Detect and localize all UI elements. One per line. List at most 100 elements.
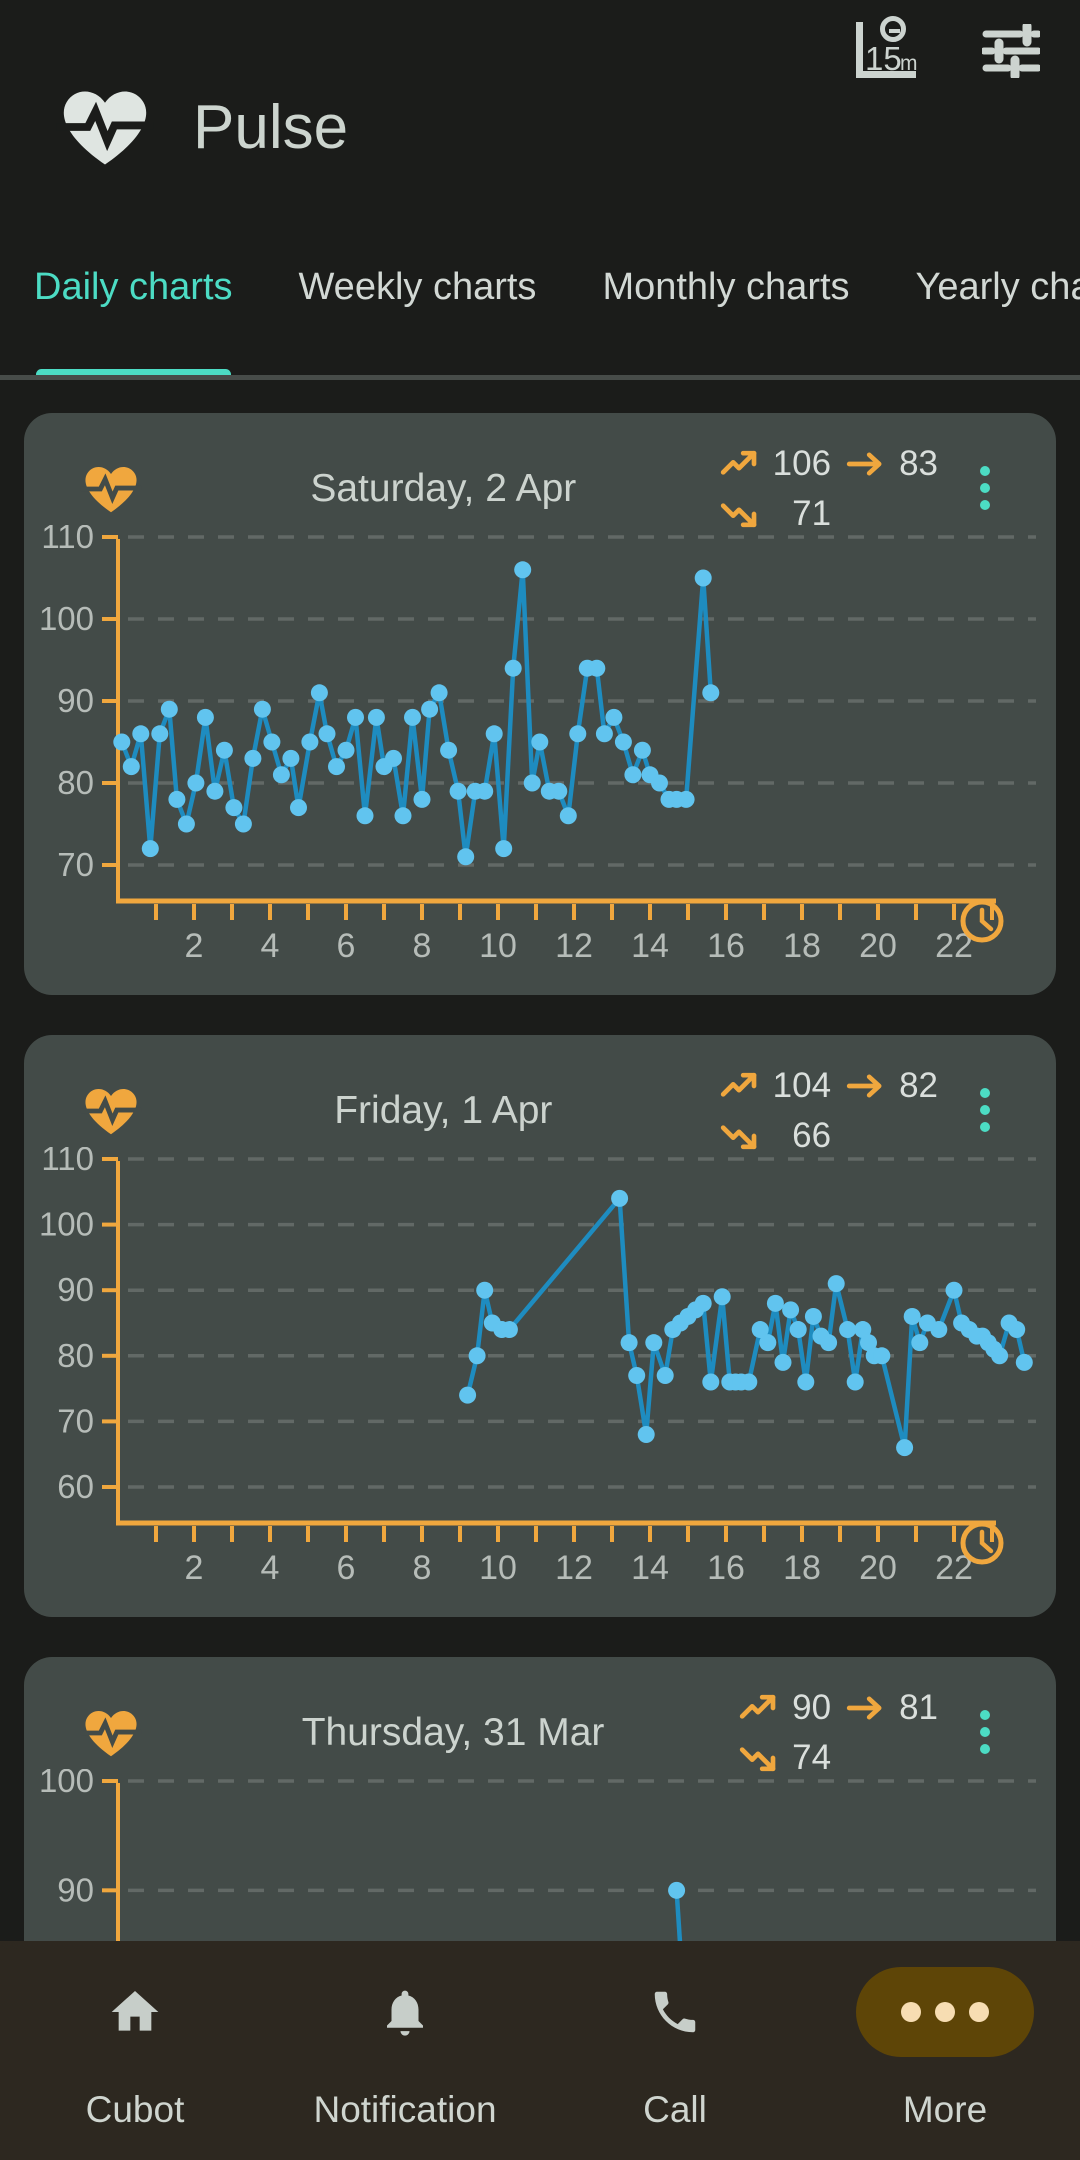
avg-pulse-value: 81: [899, 1688, 938, 1727]
svg-text:6: 6: [337, 1549, 356, 1587]
nav-item-call[interactable]: Call: [540, 1941, 810, 2160]
card-menu-button[interactable]: [972, 460, 998, 519]
chart-date-title: Saturday, 2 Apr: [310, 467, 577, 510]
home-icon: [111, 1991, 159, 2031]
tab-yearly-charts[interactable]: Yearly charts: [916, 250, 1080, 375]
svg-text:12: 12: [555, 1549, 593, 1587]
arrow-right-icon: [846, 452, 882, 476]
heart-pulse-icon: [80, 1705, 142, 1761]
app-title: Pulse: [193, 92, 349, 162]
svg-text:4: 4: [261, 927, 280, 965]
nav-item-cubot[interactable]: Cubot: [0, 1941, 270, 2160]
day-chart-card: Friday, 1 Apr 104 82 66: [24, 1035, 1056, 1617]
nav-icon-box: [316, 1967, 494, 2057]
max-pulse-value: 90: [792, 1688, 832, 1727]
interval-value: 15: [865, 40, 902, 77]
trending-down-icon: [739, 1747, 776, 1772]
max-pulse-value: 106: [772, 444, 832, 483]
active-tab-indicator: [36, 369, 231, 375]
nav-item-label: Call: [643, 2089, 707, 2130]
vertical-dots-icon: [980, 465, 990, 510]
nav-icon-box: [586, 1967, 764, 2057]
heart-pulse-icon: [80, 461, 142, 517]
svg-text:80: 80: [57, 1337, 94, 1374]
interval-selector-button[interactable]: 15 m: [850, 16, 918, 82]
card-header: Saturday, 2 Apr 106 83 71: [24, 413, 1056, 533]
active-nav-pill: [856, 1967, 1034, 2057]
top-action-bar: 15 m: [850, 16, 1042, 82]
trending-up-icon: [739, 1694, 776, 1719]
card-menu-button[interactable]: [972, 1082, 998, 1141]
nav-icon-box: [46, 1967, 224, 2057]
clock-icon: [880, 16, 906, 42]
app-logo-heart-pulse-icon: [56, 91, 154, 165]
app-header: Pulse: [55, 82, 348, 172]
card-header: Thursday, 31 Mar 90 81 74: [24, 1657, 1056, 1777]
svg-text:20: 20: [859, 927, 897, 965]
nav-item-notification[interactable]: Notification: [270, 1941, 540, 2160]
svg-text:100: 100: [39, 1769, 94, 1799]
trending-up-icon: [720, 1072, 756, 1097]
axes-icon: [856, 22, 916, 78]
svg-text:6: 6: [337, 927, 356, 965]
svg-text:60: 60: [57, 1468, 94, 1505]
settings-button[interactable]: [980, 18, 1042, 81]
nav-item-label: More: [902, 2089, 988, 2130]
tab-label: Weekly charts: [298, 266, 537, 308]
pulse-stats: 104 82 66: [719, 1066, 938, 1156]
min-pulse-value: 71: [792, 494, 832, 533]
tab-label: Monthly charts: [602, 266, 850, 308]
phone-icon: [654, 1991, 696, 2033]
bottom-navigation-bar: Cubot Notification Call More: [0, 1941, 1080, 2160]
tab-weekly-charts[interactable]: Weekly charts: [299, 250, 537, 375]
svg-text:8: 8: [413, 1549, 432, 1587]
svg-text:16: 16: [707, 927, 745, 965]
nav-item-more[interactable]: More: [810, 1941, 1080, 2160]
svg-text:8: 8: [413, 927, 432, 965]
max-pulse-value: 104: [772, 1066, 832, 1105]
tab-bar: Daily charts Weekly charts Monthly chart…: [0, 250, 1080, 380]
card-menu-button[interactable]: [972, 1704, 998, 1763]
tab-label: Yearly charts: [915, 266, 1080, 308]
avg-pulse-value: 83: [899, 444, 938, 483]
svg-text:12: 12: [555, 927, 593, 965]
svg-text:70: 70: [57, 1402, 94, 1439]
heart-pulse-icon: [80, 1083, 142, 1139]
min-pulse-value: 66: [792, 1116, 832, 1155]
svg-text:100: 100: [39, 1206, 94, 1243]
svg-text:18: 18: [783, 1549, 821, 1587]
svg-text:2: 2: [185, 927, 204, 965]
vertical-dots-icon: [980, 1709, 990, 1754]
svg-text:10: 10: [479, 1549, 517, 1587]
svg-text:14: 14: [631, 927, 669, 965]
arrow-right-icon: [846, 1696, 882, 1720]
svg-text:20: 20: [859, 1549, 897, 1587]
svg-text:90: 90: [57, 1871, 94, 1908]
arrow-right-icon: [846, 1074, 882, 1098]
chart-date-title: Thursday, 31 Mar: [301, 1711, 605, 1754]
svg-text:90: 90: [57, 1271, 94, 1308]
tab-monthly-charts[interactable]: Monthly charts: [602, 250, 849, 375]
svg-text:14: 14: [631, 1549, 669, 1587]
svg-text:80: 80: [57, 764, 94, 801]
bell-icon: [387, 1990, 423, 2036]
svg-text:4: 4: [261, 1549, 280, 1587]
svg-text:100: 100: [39, 600, 94, 637]
svg-text:10: 10: [479, 927, 517, 965]
trending-down-icon: [720, 503, 756, 528]
pulse-stats: 90 81 74: [738, 1688, 938, 1778]
svg-text:2: 2: [185, 1549, 204, 1587]
vertical-dots-icon: [980, 1087, 990, 1132]
nav-item-label: Cubot: [85, 2089, 185, 2130]
avg-pulse-value: 82: [899, 1066, 938, 1105]
svg-text:18: 18: [783, 927, 821, 965]
tab-daily-charts[interactable]: Daily charts: [34, 250, 233, 375]
nav-item-label: Notification: [313, 2089, 497, 2130]
trending-down-icon: [720, 1125, 756, 1150]
svg-text:70: 70: [57, 846, 94, 883]
svg-text:110: 110: [41, 1147, 94, 1177]
svg-text:110: 110: [41, 525, 94, 555]
